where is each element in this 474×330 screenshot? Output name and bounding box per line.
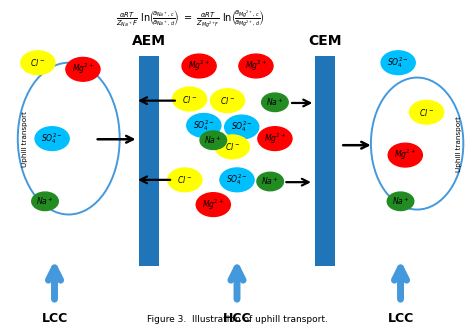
Circle shape — [258, 127, 292, 150]
Circle shape — [410, 100, 444, 124]
Text: $Cl^-$: $Cl^-$ — [177, 174, 192, 185]
Circle shape — [388, 143, 422, 167]
Text: $Mg^{2+}$: $Mg^{2+}$ — [72, 62, 94, 77]
Circle shape — [187, 114, 221, 137]
Text: LCC: LCC — [41, 312, 68, 325]
Circle shape — [381, 51, 415, 75]
Text: $Na^+$: $Na^+$ — [266, 96, 284, 108]
Bar — [315, 56, 335, 266]
Circle shape — [239, 54, 273, 78]
Circle shape — [21, 51, 55, 75]
Bar — [139, 56, 159, 266]
Text: $Cl^-$: $Cl^-$ — [220, 95, 235, 106]
Text: Uphill transport: Uphill transport — [22, 111, 27, 167]
Text: $Na^+$: $Na^+$ — [392, 195, 410, 207]
Text: $Na^+$: $Na^+$ — [261, 176, 279, 187]
Text: $Mg^{2+}$: $Mg^{2+}$ — [202, 197, 224, 212]
Circle shape — [220, 168, 254, 192]
Text: $Cl^-$: $Cl^-$ — [419, 107, 434, 118]
Circle shape — [210, 89, 245, 113]
Text: CEM: CEM — [308, 34, 341, 48]
Text: Figure 3.  Illustration of uphill transport.: Figure 3. Illustration of uphill transpo… — [146, 315, 328, 324]
Circle shape — [196, 193, 230, 216]
Text: Uphill transport: Uphill transport — [456, 115, 462, 172]
Circle shape — [35, 127, 69, 150]
Text: $SO_4^{2-}$: $SO_4^{2-}$ — [193, 118, 215, 133]
Text: $Cl^-$: $Cl^-$ — [225, 141, 240, 152]
Text: $Mg^{2+}$: $Mg^{2+}$ — [188, 59, 210, 73]
Circle shape — [262, 93, 288, 112]
Text: $Mg^{2+}$: $Mg^{2+}$ — [245, 59, 267, 73]
Circle shape — [225, 115, 259, 139]
Text: $\frac{\alpha RT}{Z_{Na^+}F}\ \ln\!\left(\!\frac{a_{Na^+,\,c}}{a_{Na^+,\,d}}\!\r: $\frac{\alpha RT}{Z_{Na^+}F}\ \ln\!\left… — [116, 8, 264, 30]
Text: $Mg^{2+}$: $Mg^{2+}$ — [264, 131, 286, 146]
Text: $SO_4^{2-}$: $SO_4^{2-}$ — [231, 119, 253, 135]
Circle shape — [32, 192, 58, 211]
Text: AEM: AEM — [132, 34, 166, 48]
Circle shape — [257, 172, 283, 191]
Text: LCC: LCC — [387, 312, 414, 325]
Text: $SO_4^{2-}$: $SO_4^{2-}$ — [387, 55, 409, 70]
Text: $Mg^{2+}$: $Mg^{2+}$ — [394, 148, 416, 162]
Circle shape — [200, 131, 227, 149]
Text: $Na^+$: $Na^+$ — [36, 195, 54, 207]
Text: $SO_4^{2-}$: $SO_4^{2-}$ — [226, 172, 248, 187]
Text: $Cl^-$: $Cl^-$ — [182, 93, 197, 105]
Text: $Cl^-$: $Cl^-$ — [30, 57, 46, 68]
Circle shape — [168, 168, 202, 192]
Circle shape — [387, 192, 414, 211]
Circle shape — [182, 54, 216, 78]
Text: $SO_4^{2-}$: $SO_4^{2-}$ — [41, 131, 63, 146]
Text: $Na^+$: $Na^+$ — [204, 134, 222, 146]
Circle shape — [215, 135, 249, 159]
Circle shape — [173, 87, 207, 111]
Circle shape — [66, 57, 100, 81]
Text: HCC: HCC — [223, 312, 251, 325]
